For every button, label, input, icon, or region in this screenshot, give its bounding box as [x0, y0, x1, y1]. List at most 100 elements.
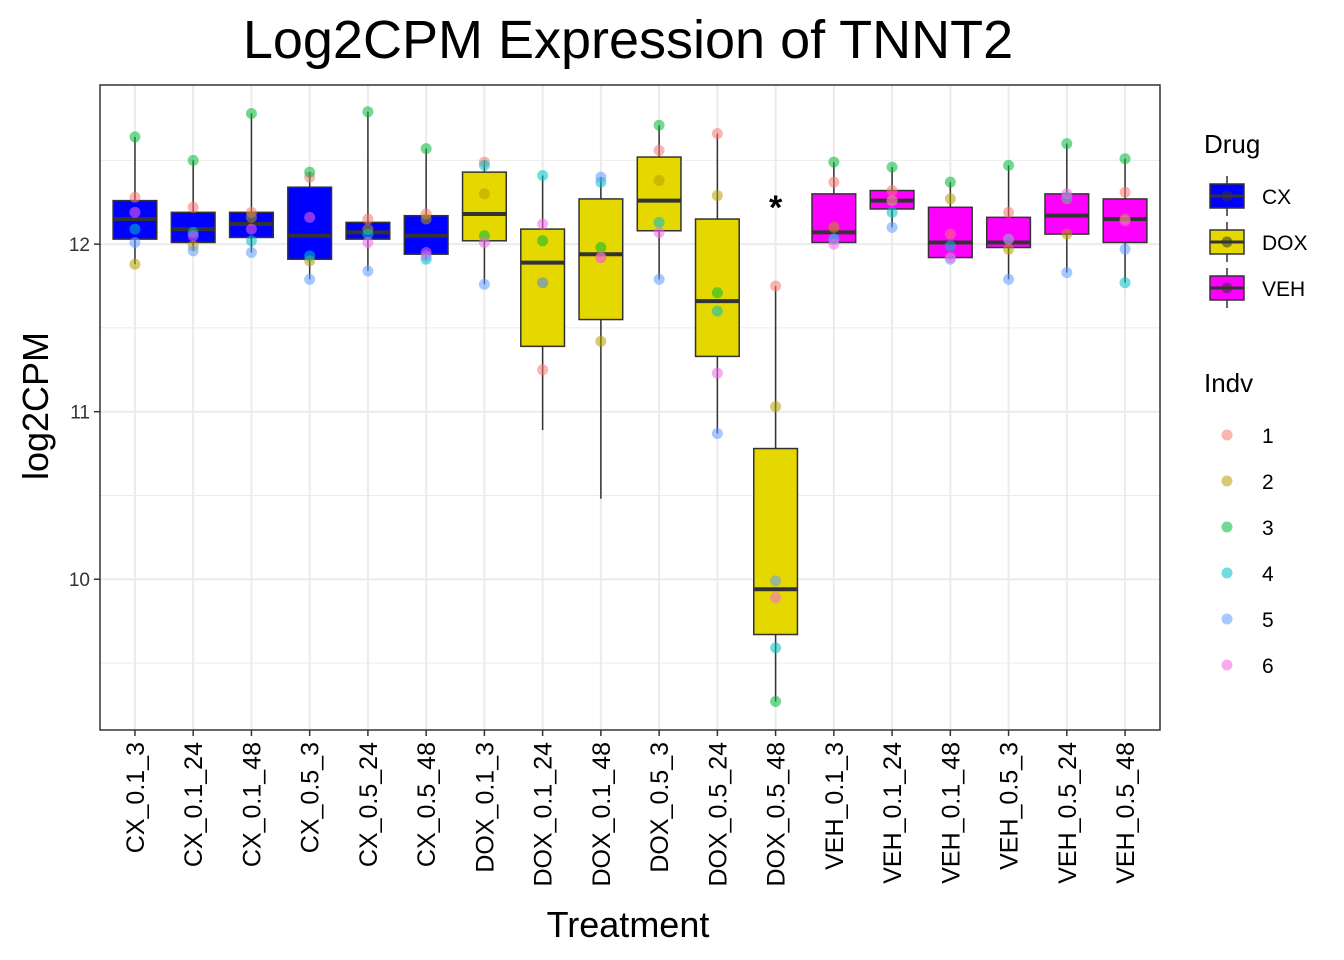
data-point-indv-3: [828, 156, 840, 168]
data-point-indv-4: [245, 235, 257, 247]
chart-title: Log2CPM Expression of TNNT2: [243, 10, 1013, 70]
data-point-indv-2: [828, 221, 840, 233]
legend-indv-label: 6: [1262, 655, 1274, 678]
data-point-indv-5: [653, 273, 665, 285]
legend-indv-key: [1221, 659, 1233, 671]
data-point-indv-3: [770, 696, 782, 708]
legend-indv-item-4: 4: [1221, 563, 1274, 586]
data-point-indv-6: [187, 230, 199, 242]
data-point-indv-3: [711, 287, 723, 299]
data-point-indv-3: [187, 154, 199, 166]
data-point-indv-4: [304, 250, 316, 262]
data-point-indv-6: [828, 238, 840, 250]
data-point-indv-6: [1061, 188, 1073, 200]
y-tick-label: 10: [69, 570, 90, 591]
x-tick-label: CX_0.1_24: [180, 742, 208, 867]
data-point-indv-6: [944, 252, 956, 264]
x-tick-label: DOX_0.1_48: [588, 742, 616, 887]
data-point-indv-6: [129, 206, 141, 218]
data-point-indv-3: [537, 235, 549, 247]
data-point-indv-4: [129, 223, 141, 235]
data-point-indv-4: [1119, 277, 1131, 289]
data-point-indv-5: [595, 171, 607, 183]
data-point-indv-5: [537, 277, 549, 289]
plot-area: *: [99, 84, 1161, 731]
legend-point: [1221, 236, 1233, 248]
x-tick-label: CX_0.1_48: [238, 742, 266, 867]
x-tick-label: DOX_0.5_3: [646, 742, 674, 873]
box-body: [287, 186, 333, 260]
box-VEH_0.5_24: [1044, 143, 1090, 273]
data-point-indv-4: [362, 228, 374, 240]
data-point-indv-4: [653, 216, 665, 228]
x-tick-label: DOX_0.1_24: [530, 742, 558, 887]
data-point-indv-5: [1061, 267, 1073, 279]
data-point-indv-1: [944, 228, 956, 240]
data-point-indv-6: [653, 226, 665, 238]
data-point-indv-4: [478, 159, 490, 171]
data-point-indv-1: [187, 201, 199, 213]
plot-background: [100, 85, 1160, 730]
legend-indv-label: 3: [1262, 517, 1274, 540]
x-tick-label: DOX_0.1_3: [471, 742, 499, 873]
data-point-indv-3: [653, 119, 665, 131]
data-point-indv-2: [770, 401, 782, 413]
data-point-indv-1: [828, 176, 840, 188]
data-point-indv-2: [653, 174, 665, 186]
data-point-indv-3: [1003, 159, 1015, 171]
data-point-indv-1: [770, 280, 782, 292]
data-point-indv-2: [420, 213, 432, 225]
x-tick-label: CX_0.1_3: [122, 742, 150, 853]
data-point-indv-5: [187, 245, 199, 257]
data-point-indv-4: [944, 240, 956, 252]
data-point-indv-6: [537, 218, 549, 230]
legend-indv-key: [1221, 429, 1233, 441]
box-body: [753, 447, 799, 636]
legend-drug-label: DOX: [1262, 232, 1308, 255]
legend-indv-key: [1221, 567, 1233, 579]
data-point-indv-6: [245, 223, 257, 235]
data-point-indv-3: [129, 131, 141, 143]
data-point-indv-3: [245, 107, 257, 119]
x-tick-label: VEH_0.5_24: [1054, 742, 1082, 884]
legend-indv-item-3: 3: [1221, 517, 1274, 540]
data-point-indv-2: [944, 193, 956, 205]
data-point-indv-4: [886, 206, 898, 218]
legend-indv-label: 1: [1262, 425, 1274, 448]
data-point-indv-2: [129, 258, 141, 270]
x-tick-label: VEH_0.1_24: [879, 742, 907, 884]
data-point-indv-6: [362, 236, 374, 248]
data-point-indv-6: [886, 195, 898, 207]
data-point-indv-3: [595, 242, 607, 254]
data-point-indv-2: [245, 211, 257, 223]
legend-point: [1221, 282, 1233, 294]
y-tick-label: 11: [70, 403, 90, 424]
x-tick-label: CX_0.5_3: [297, 742, 325, 853]
box-CX_0.5_3: [287, 172, 333, 280]
legend-indv-label: 2: [1262, 471, 1274, 494]
legend-indv-label: 4: [1262, 563, 1274, 586]
data-point-indv-3: [1061, 138, 1073, 150]
data-point-indv-1: [537, 364, 549, 376]
legend-indv-key: [1221, 613, 1233, 625]
data-point-indv-5: [478, 278, 490, 290]
data-point-indv-3: [886, 161, 898, 173]
data-point-indv-1: [1003, 206, 1015, 218]
x-tick-label: VEH_0.1_48: [937, 742, 965, 884]
data-point-indv-2: [1003, 243, 1015, 255]
data-point-indv-6: [770, 592, 782, 604]
legend-drug-label: CX: [1262, 186, 1291, 209]
data-point-indv-4: [537, 169, 549, 181]
legend-drug-title: Drug: [1204, 129, 1260, 159]
data-point-indv-1: [362, 213, 374, 225]
legend-drug-item-CX: CX: [1209, 176, 1291, 216]
data-point-indv-5: [129, 236, 141, 248]
data-point-indv-5: [1119, 243, 1131, 255]
data-point-indv-6: [420, 247, 432, 259]
data-point-indv-3: [944, 176, 956, 188]
legend-indv-key: [1221, 475, 1233, 487]
data-point-indv-6: [1119, 215, 1131, 227]
data-point-indv-2: [711, 190, 723, 202]
significance-annotation: *: [769, 189, 783, 227]
legend-indv-item-1: 1: [1221, 425, 1274, 448]
